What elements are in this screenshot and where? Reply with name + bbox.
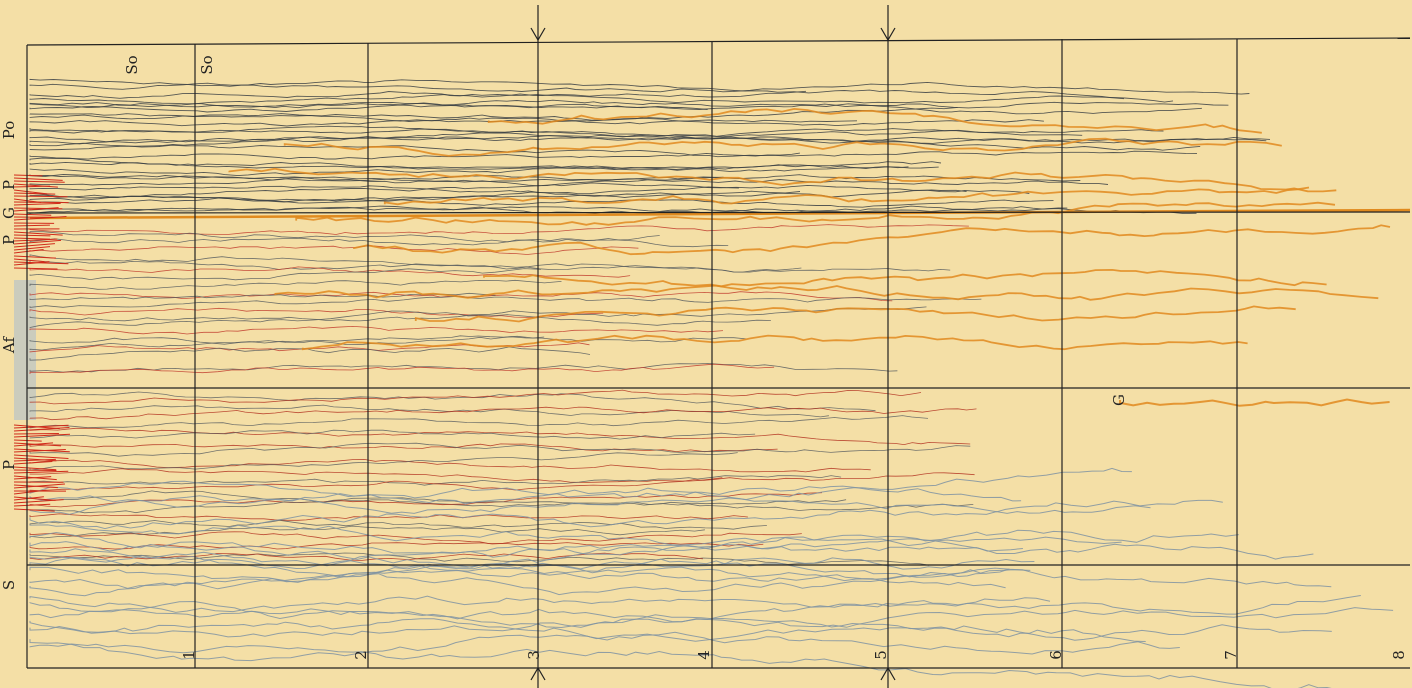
- region-label: Af: [0, 335, 18, 354]
- scale-number: 7: [1222, 650, 1240, 660]
- page: SoSoPoPGPAfPSG12345678 (() => { const da…: [0, 0, 1412, 688]
- red-tuft: [14, 433, 59, 434]
- scale-number: 6: [1047, 650, 1065, 660]
- scale-number: 1: [180, 650, 198, 660]
- red-tuft: [14, 202, 69, 203]
- plate-illustration: So So Po P G P Af P S G 1 2 3 4 5 6 7 8: [0, 0, 1412, 688]
- region-label: Po: [0, 121, 18, 140]
- paper: [0, 0, 1412, 688]
- region-label: G: [0, 207, 18, 219]
- region-label: G: [1110, 394, 1128, 406]
- region-label: So: [198, 55, 216, 74]
- region-label: P: [0, 460, 18, 470]
- scale-number: 8: [1390, 650, 1408, 660]
- scale-number: 5: [872, 650, 890, 660]
- red-tuft: [14, 196, 68, 197]
- region-label: So: [123, 55, 141, 74]
- scale-number: 3: [525, 650, 543, 660]
- region-label: S: [0, 580, 18, 590]
- region-label: P: [0, 180, 18, 190]
- scale-number: 2: [352, 650, 370, 660]
- region-label: P: [0, 235, 18, 245]
- scale-number: 4: [695, 650, 713, 660]
